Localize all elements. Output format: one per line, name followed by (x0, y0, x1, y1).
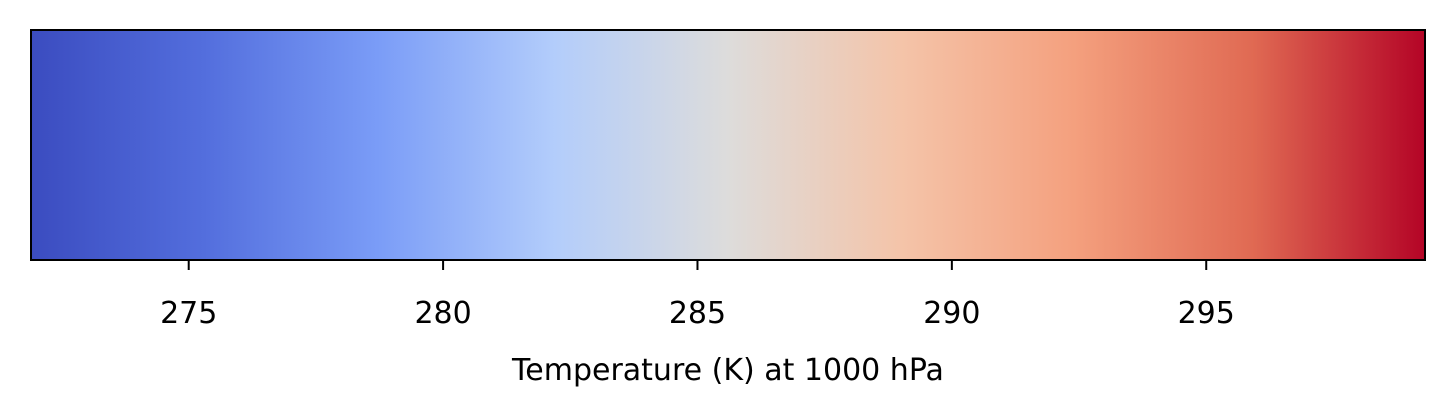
x-axis-label: Temperature (K) at 1000 hPa (511, 353, 944, 388)
x-tick-label: 295 (1178, 296, 1235, 331)
colorbar-ticks: 275 280 285 290 295 (160, 260, 1235, 331)
x-tick-label: 285 (669, 296, 726, 331)
colorbar-gradient (31, 30, 1425, 260)
x-tick-label: 280 (414, 296, 471, 331)
colorbar-frame (30, 29, 1426, 261)
x-tick-label: 290 (923, 296, 980, 331)
x-tick-label: 275 (160, 296, 217, 331)
